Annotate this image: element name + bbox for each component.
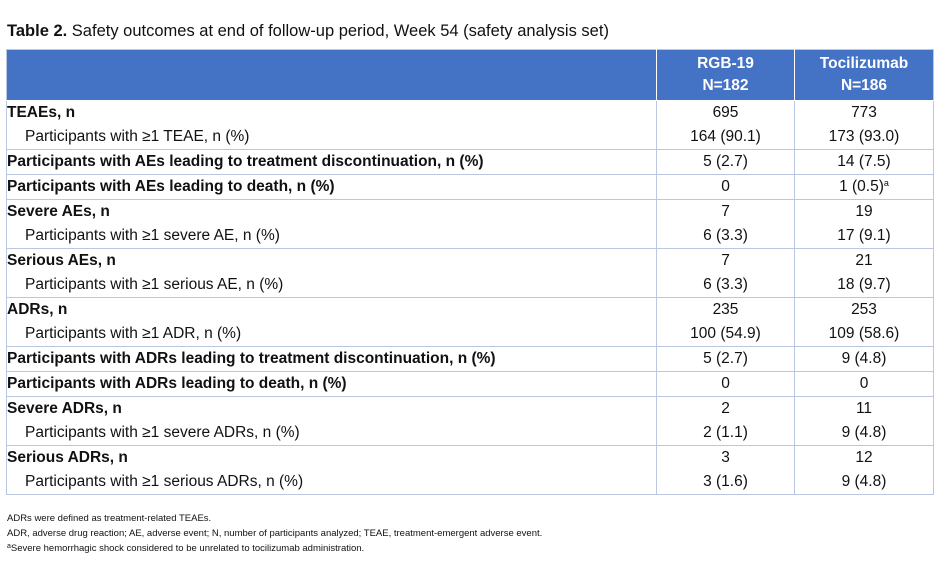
table-row: Participants with ≥1 serious AE, n (%) 6…: [6, 273, 934, 298]
header-rgb19: RGB-19 N=182: [656, 49, 795, 101]
row-label: Participants with ≥1 serious ADRs, n (%): [6, 470, 657, 495]
table-row: Severe ADRs, n 2 11: [6, 396, 934, 421]
row-label: Participants with ≥1 severe AE, n (%): [6, 224, 657, 249]
row-tocilizumab-value: 14 (7.5): [794, 149, 934, 175]
table-row: Participants with ≥1 TEAE, n (%) 164 (90…: [6, 125, 934, 150]
row-rgb19-value: 6 (3.3): [656, 273, 795, 298]
table-row: Participants with ADRs leading to death,…: [6, 371, 934, 397]
row-tocilizumab-value: 9 (4.8): [794, 346, 934, 372]
row-rgb19-value: 164 (90.1): [656, 125, 795, 150]
row-rgb19-value: 5 (2.7): [656, 149, 795, 175]
table-row: Serious AEs, n 7 21: [6, 248, 934, 273]
table-footnotes: ADRs were defined as treatment-related T…: [7, 511, 542, 556]
row-label: Participants with ≥1 ADR, n (%): [6, 322, 657, 347]
table-row: Participants with ≥1 serious ADRs, n (%)…: [6, 470, 934, 495]
footnote-a: aSevere hemorrhagic shock considered to …: [7, 541, 542, 556]
row-tocilizumab-value: 173 (93.0): [794, 125, 934, 150]
footnote-a-marker: a: [7, 543, 11, 550]
table-row: Severe AEs, n 7 19: [6, 199, 934, 224]
footnote-abbreviations: ADR, adverse drug reaction; AE, adverse …: [7, 528, 543, 539]
row-rgb19-value: 7: [656, 199, 795, 224]
row-rgb19-value: 695: [656, 100, 795, 125]
footnote-a-text: Severe hemorrhagic shock considered to b…: [10, 543, 365, 554]
table-caption-text: Safety outcomes at end of follow-up peri…: [67, 22, 609, 40]
row-label: Serious AEs, n: [6, 248, 657, 273]
row-label: Severe ADRs, n: [6, 396, 657, 421]
row-tocilizumab-value: 109 (58.6): [794, 322, 934, 347]
table-row: Participants with AEs leading to death, …: [6, 174, 934, 200]
row-rgb19-value: 235: [656, 297, 795, 322]
row-label: Participants with ≥1 TEAE, n (%): [6, 125, 657, 150]
table-row: Participants with ≥1 severe ADRs, n (%) …: [6, 421, 934, 446]
row-label: Participants with AEs leading to treatme…: [6, 149, 657, 175]
row-rgb19-value: 100 (54.9): [656, 322, 795, 347]
row-label: Participants with ≥1 serious AE, n (%): [6, 273, 657, 298]
table-row: Serious ADRs, n 3 12: [6, 445, 934, 470]
header-blank-cell: [6, 49, 657, 101]
row-tocilizumab-value: 9 (4.8): [794, 421, 934, 446]
row-tocilizumab-value: 19: [794, 199, 934, 224]
row-label: Participants with AEs leading to death, …: [6, 174, 657, 200]
row-label: Serious ADRs, n: [6, 445, 657, 470]
row-tocilizumab-value: 12: [794, 445, 934, 470]
safety-outcomes-table: RGB-19 N=182 Tocilizumab N=186 TEAEs, n …: [6, 49, 934, 495]
row-tocilizumab-value: 773: [794, 100, 934, 125]
table-caption-label: Table 2.: [7, 22, 68, 40]
table-row: Participants with ≥1 severe AE, n (%) 6 …: [6, 224, 934, 249]
table-row: Participants with ADRs leading to treatm…: [6, 346, 934, 372]
table-header-row: RGB-19 N=182 Tocilizumab N=186: [6, 49, 934, 101]
row-tocilizumab-value: 18 (9.7): [794, 273, 934, 298]
row-tocilizumab-value: 0: [794, 371, 934, 397]
row-rgb19-value: 0: [656, 371, 795, 397]
row-tocilizumab-value: 21: [794, 248, 934, 273]
row-label: ADRs, n: [6, 297, 657, 322]
row-label: Participants with ≥1 severe ADRs, n (%): [6, 421, 657, 446]
row-rgb19-value: 2 (1.1): [656, 421, 795, 446]
row-tocilizumab-value: 253: [794, 297, 934, 322]
header-rgb19-name: RGB-19: [697, 55, 754, 72]
row-label: Severe AEs, n: [6, 199, 657, 224]
header-tocilizumab-name: Tocilizumab: [819, 55, 909, 72]
table-row: ADRs, n 235 253: [6, 297, 934, 322]
row-tocilizumab-value: 9 (4.8): [794, 470, 934, 495]
row-rgb19-value: 2: [656, 396, 795, 421]
row-label: Participants with ADRs leading to death,…: [6, 371, 657, 397]
row-tocilizumab-value: 11: [794, 396, 934, 421]
row-tocilizumab-value: 17 (9.1): [794, 224, 934, 249]
row-label: TEAEs, n: [6, 100, 657, 125]
table-row: Participants with AEs leading to treatme…: [6, 149, 934, 175]
footnote-marker: a: [883, 178, 889, 188]
row-rgb19-value: 0: [656, 174, 795, 200]
footnote-definition: ADRs were defined as treatment-related T…: [7, 513, 212, 524]
row-rgb19-value: 6 (3.3): [656, 224, 795, 249]
row-tocilizumab-value-text: 1 (0.5): [839, 178, 884, 195]
table-row: Participants with ≥1 ADR, n (%) 100 (54.…: [6, 322, 934, 347]
table-row: TEAEs, n 695 773: [6, 100, 934, 125]
row-rgb19-value: 7: [656, 248, 795, 273]
row-tocilizumab-value: 1 (0.5)a: [794, 174, 934, 200]
header-rgb19-n: N=182: [702, 77, 749, 94]
table-caption: Table 2. Safety outcomes at end of follo…: [7, 19, 609, 43]
row-label: Participants with ADRs leading to treatm…: [6, 346, 657, 372]
row-rgb19-value: 3: [656, 445, 795, 470]
row-rgb19-value: 5 (2.7): [656, 346, 795, 372]
header-tocilizumab: Tocilizumab N=186: [794, 49, 934, 101]
header-tocilizumab-n: N=186: [840, 77, 888, 94]
row-rgb19-value: 3 (1.6): [656, 470, 795, 495]
